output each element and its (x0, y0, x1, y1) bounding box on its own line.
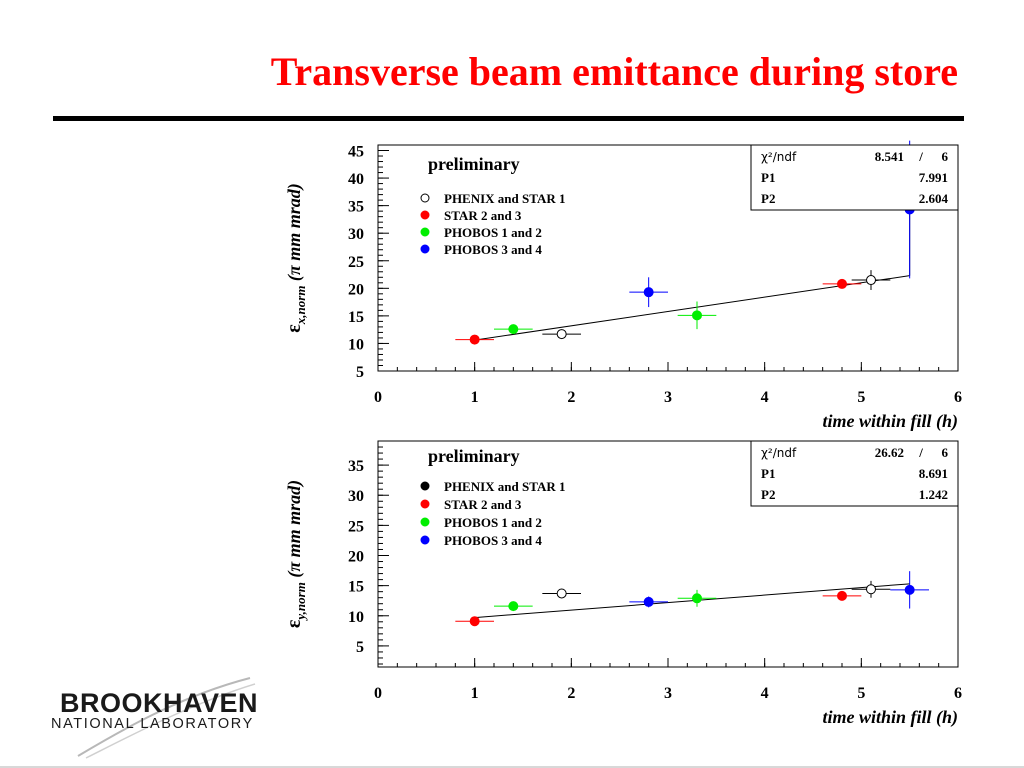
chart2-data-point (837, 590, 847, 601)
chart1-stats-label: χ²/ndf (761, 150, 797, 164)
chart2-stats-value: 26.62 (875, 445, 904, 460)
chart1-stats-label: P1 (761, 170, 775, 185)
chart2-x-axis-label: time within fill (h) (822, 707, 958, 728)
chart2-x-tick-label: 1 (471, 685, 479, 702)
chart1-stats-value: 8.541 (875, 149, 904, 164)
chart2-stats-label: χ²/ndf (761, 446, 797, 460)
chart1-legend-label: PHOBOS 1 and 2 (444, 225, 542, 240)
chart2-data-point (904, 584, 915, 595)
chart1-legend-label: STAR 2 and 3 (444, 208, 522, 223)
chart2-y-tick-label: 5 (356, 639, 364, 656)
footer-divider (0, 766, 1024, 768)
chart1-legend-marker (420, 210, 430, 220)
chart1-stats-value: 7.991 (919, 170, 948, 185)
chart1-y-tick-label: 40 (348, 171, 364, 188)
chart2-data-point (866, 584, 876, 595)
chart2-x-tick-label: 3 (664, 685, 672, 702)
chart1-legend-label: PHENIX and STAR 1 (444, 191, 565, 206)
chart2-x-tick-label: 6 (954, 685, 962, 702)
chart2-legend-marker (420, 499, 430, 509)
chart2-data-point (643, 596, 654, 607)
chart2-x-tick-label: 5 (857, 685, 865, 702)
chart1-stats-value: 2.604 (919, 191, 949, 206)
chart1-stats-box (750, 144, 959, 211)
chart1-data-point (692, 310, 702, 321)
chart2-data-point (469, 616, 480, 627)
chart2-legend-marker (420, 517, 430, 527)
chart1-data-point (469, 334, 480, 345)
chart1-y-tick-label: 5 (356, 364, 364, 381)
chart2-preliminary-label: preliminary (428, 446, 520, 466)
chart2-data-point (556, 588, 567, 599)
chart1-y-tick-label: 10 (348, 336, 364, 353)
chart1-x-tick-label: 0 (374, 389, 382, 406)
chart1-x-axis-label: time within fill (h) (822, 411, 958, 432)
chart2-x-tick-label: 2 (567, 685, 575, 702)
chart1-x-tick-label: 5 (857, 389, 865, 406)
logo-wordmark: BROOKHAVEN (60, 688, 259, 718)
chart1-fit-line (474, 275, 910, 341)
chart2-legend-label: PHOBOS 1 and 2 (444, 515, 542, 530)
chart1-y-axis-label: εx,norm (π mm mrad) (283, 183, 308, 333)
chart1-preliminary-label: preliminary (428, 154, 520, 174)
chart2-y-tick-label: 20 (348, 549, 364, 566)
chart1-x-tick-label: 2 (567, 389, 575, 406)
chart2-stats-label: P2 (761, 487, 775, 502)
chart2-fit-line (474, 583, 910, 619)
chart1-legend-marker (420, 227, 430, 237)
chart2-legend-marker (420, 535, 430, 545)
chart1-stats-ndf: 6 (942, 149, 949, 164)
chart1-y-tick-label: 15 (348, 309, 364, 326)
chart1-legend-marker (420, 193, 430, 203)
chart2-data-point (508, 601, 519, 612)
chart1-x-tick-label: 4 (761, 389, 769, 406)
chart2-legend-label: PHENIX and STAR 1 (444, 479, 565, 494)
chart2-stats-box (750, 440, 959, 507)
chart2-legend-label: STAR 2 and 3 (444, 497, 522, 512)
chart2-y-tick-label: 35 (348, 458, 364, 475)
chart1-data-point (556, 329, 567, 340)
chart1-x-tick-label: 1 (471, 389, 479, 406)
chart1-x-tick-label: 3 (664, 389, 672, 406)
chart2-y-tick-label: 15 (348, 579, 364, 596)
chart2-data-point (692, 593, 702, 604)
chart1-data-point (508, 324, 519, 335)
chart2-stats-value: 8.691 (919, 466, 948, 481)
chart1-data-point (866, 275, 876, 286)
chart1-x-tick-label: 6 (954, 389, 962, 406)
chart2-y-axis-label: εy,norm (π mm mrad) (283, 480, 308, 628)
chart2-stats-label: P1 (761, 466, 775, 481)
chart1-y-tick-label: 45 (348, 144, 364, 161)
chart1-data-point (837, 278, 847, 289)
chart2-y-tick-label: 10 (348, 609, 364, 626)
chart2-y-tick-label: 25 (348, 518, 364, 535)
chart1-y-tick-label: 25 (348, 254, 364, 271)
title-divider (53, 116, 964, 121)
chart2-x-tick-label: 4 (761, 685, 769, 702)
chart1-stats-slash: / (918, 149, 923, 164)
chart2-x-tick-label: 0 (374, 685, 382, 702)
slide-title: Transverse beam emittance during store (270, 49, 958, 94)
logo-subtitle: NATIONAL LABORATORY (51, 716, 254, 732)
chart2-y-tick-label: 30 (348, 488, 364, 505)
chart2-stats-slash: / (918, 445, 923, 460)
brookhaven-logo: BROOKHAVEN NATIONAL LABORATORY (50, 676, 290, 760)
chart2-stats-value: 1.242 (919, 487, 948, 502)
chart2-stats-ndf: 6 (942, 445, 949, 460)
chart1-legend-marker (420, 244, 430, 254)
chart1-y-tick-label: 35 (348, 199, 364, 216)
chart2-legend-marker (420, 481, 430, 491)
logo-swoosh-icon (77, 677, 256, 759)
chart1-legend-label: PHOBOS 3 and 4 (444, 242, 542, 257)
chart1-y-tick-label: 30 (348, 226, 364, 243)
chart1-y-tick-label: 20 (348, 281, 364, 298)
chart2-legend-label: PHOBOS 3 and 4 (444, 533, 542, 548)
chart1-data-point (643, 287, 654, 298)
chart1-stats-label: P2 (761, 191, 775, 206)
